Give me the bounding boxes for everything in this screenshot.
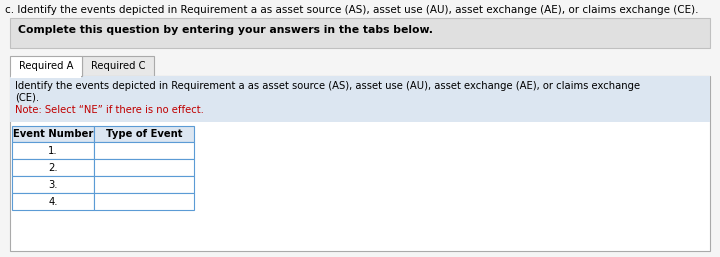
Bar bbox=[12, 176, 94, 193]
Text: 1.: 1. bbox=[48, 146, 58, 156]
Bar bbox=[12, 142, 94, 159]
Text: Identify the events depicted in Requirement a as asset source (AS), asset use (A: Identify the events depicted in Requirem… bbox=[15, 81, 640, 91]
Text: Required A: Required A bbox=[19, 61, 73, 71]
Text: (CE).: (CE). bbox=[15, 93, 39, 103]
Text: Event Number: Event Number bbox=[13, 129, 93, 139]
Text: Note: Select “NE” if there is no effect.: Note: Select “NE” if there is no effect. bbox=[15, 105, 204, 115]
Bar bbox=[12, 126, 94, 142]
Bar bbox=[10, 18, 710, 48]
Text: Complete this question by entering your answers in the tabs below.: Complete this question by entering your … bbox=[18, 25, 433, 35]
Text: Required C: Required C bbox=[91, 61, 145, 71]
Bar bbox=[94, 159, 194, 176]
Text: Type of Event: Type of Event bbox=[106, 129, 182, 139]
Bar bbox=[10, 76, 710, 251]
Bar bbox=[94, 176, 194, 193]
Bar bbox=[11, 75, 81, 78]
Text: 4.: 4. bbox=[48, 197, 58, 207]
Bar bbox=[10, 76, 710, 122]
Text: c. Identify the events depicted in Requirement a as asset source (AS), asset use: c. Identify the events depicted in Requi… bbox=[5, 5, 698, 15]
Text: 3.: 3. bbox=[48, 180, 58, 190]
Bar bbox=[12, 193, 94, 210]
Bar bbox=[94, 142, 194, 159]
Bar bbox=[82, 56, 154, 76]
Bar bbox=[10, 56, 82, 76]
Bar bbox=[94, 193, 194, 210]
Bar bbox=[12, 159, 94, 176]
Bar bbox=[94, 126, 194, 142]
Text: 2.: 2. bbox=[48, 163, 58, 173]
